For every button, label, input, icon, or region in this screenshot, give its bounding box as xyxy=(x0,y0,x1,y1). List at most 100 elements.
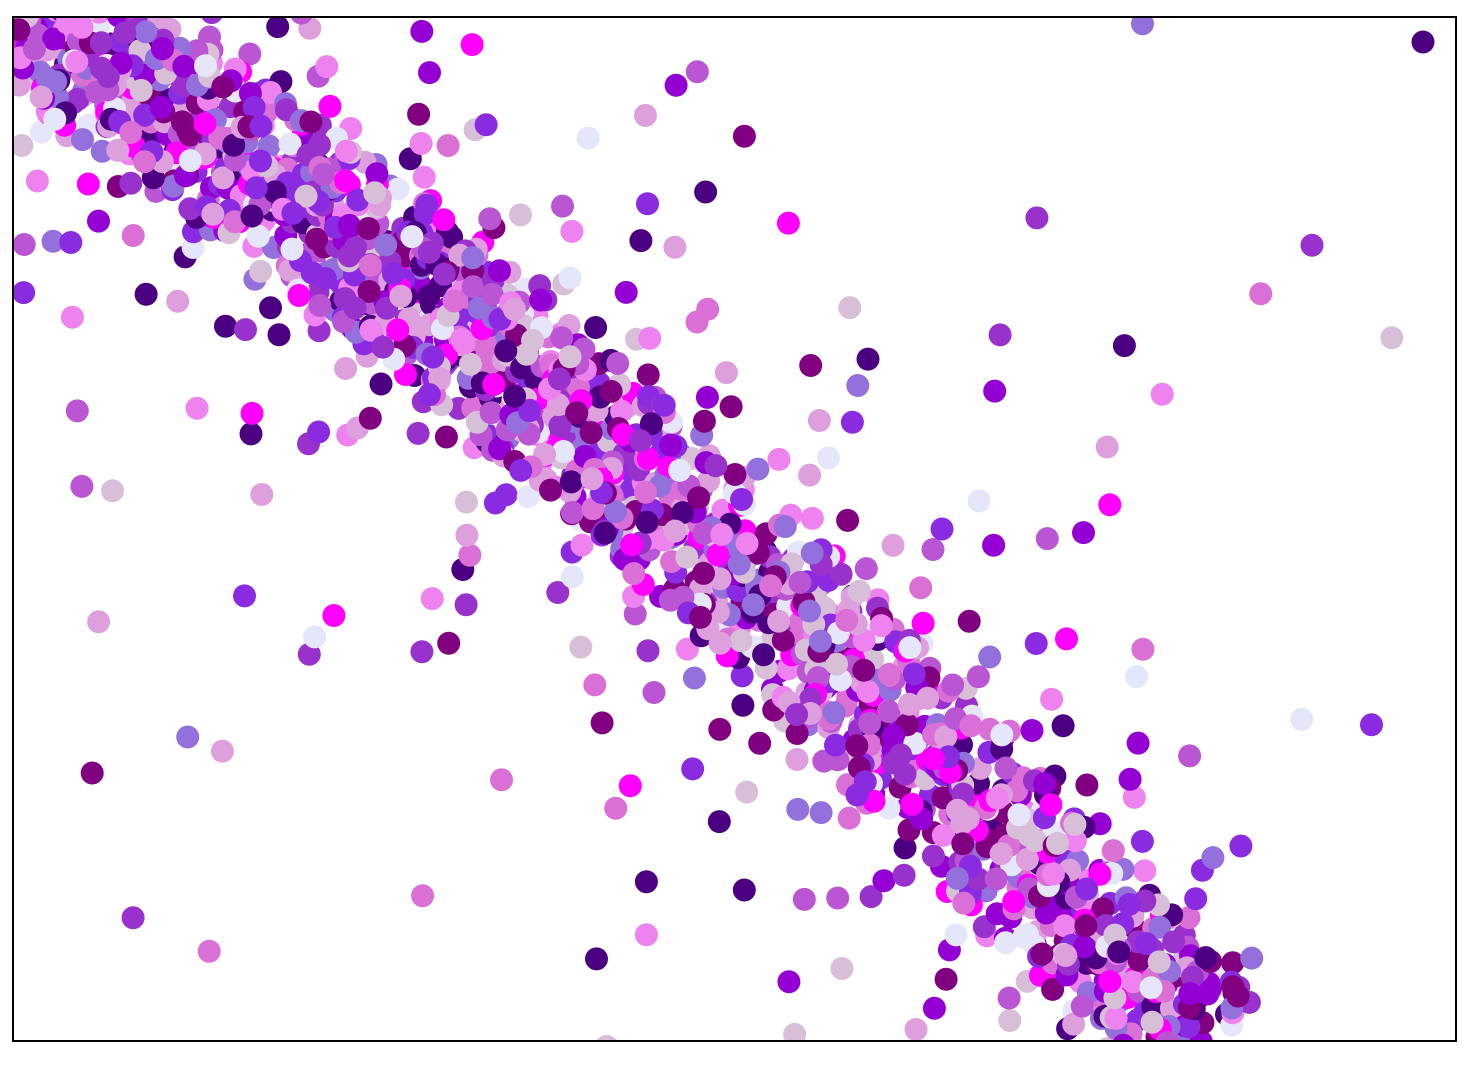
dot xyxy=(417,285,441,308)
dot xyxy=(585,947,608,971)
dot xyxy=(214,314,237,338)
dot xyxy=(244,176,268,200)
dot-pattern xyxy=(14,18,1435,1040)
dot xyxy=(931,823,955,847)
dot xyxy=(1041,977,1065,1001)
dot xyxy=(1024,829,1047,853)
dot xyxy=(634,923,658,947)
dot xyxy=(911,611,935,635)
dot xyxy=(732,878,756,902)
dot xyxy=(1139,976,1163,1000)
dot xyxy=(798,463,822,487)
dot xyxy=(606,351,630,375)
dot xyxy=(503,384,527,408)
dot xyxy=(550,326,574,350)
dot xyxy=(708,631,732,655)
dot xyxy=(846,374,870,397)
dot xyxy=(428,366,452,390)
dot xyxy=(411,884,435,908)
dot xyxy=(548,414,572,438)
dot xyxy=(239,422,263,446)
dot xyxy=(635,510,659,534)
dot xyxy=(1240,946,1264,970)
dot xyxy=(997,986,1021,1010)
dot xyxy=(281,201,305,225)
dot xyxy=(1126,731,1150,755)
dot xyxy=(994,931,1018,955)
dot xyxy=(488,259,511,283)
dot xyxy=(478,207,502,231)
dot xyxy=(170,110,194,134)
dot xyxy=(1063,813,1087,836)
dot xyxy=(365,162,389,186)
dot xyxy=(809,801,833,825)
dot xyxy=(259,296,282,320)
dot xyxy=(87,209,110,233)
dot xyxy=(785,722,809,745)
dot xyxy=(881,533,905,557)
dot xyxy=(1024,632,1048,655)
dot xyxy=(952,891,976,915)
dot xyxy=(518,399,541,423)
dot xyxy=(14,18,31,42)
dot xyxy=(1194,946,1218,970)
dot xyxy=(835,608,859,632)
dot xyxy=(234,318,257,342)
dot xyxy=(176,725,200,749)
dot xyxy=(432,208,456,232)
dot xyxy=(249,114,273,138)
dot xyxy=(1040,687,1064,711)
dot xyxy=(663,519,687,543)
dot xyxy=(357,280,381,303)
dot xyxy=(707,810,731,834)
dot xyxy=(119,171,143,195)
dot xyxy=(848,579,871,603)
dot xyxy=(859,885,883,909)
dot xyxy=(386,177,410,201)
dot xyxy=(294,184,318,208)
dot xyxy=(22,37,46,61)
dot xyxy=(1046,831,1069,855)
dot xyxy=(579,421,603,445)
dot xyxy=(853,770,877,794)
dot xyxy=(461,275,485,299)
dot xyxy=(101,479,124,503)
dot xyxy=(356,217,380,240)
dot xyxy=(945,866,969,890)
dot xyxy=(25,169,49,193)
dot xyxy=(584,316,608,339)
dot xyxy=(210,739,234,763)
dot xyxy=(359,318,383,342)
dot xyxy=(723,463,747,486)
dot xyxy=(371,335,395,359)
dot xyxy=(941,673,965,697)
dot xyxy=(490,768,513,792)
dot xyxy=(558,266,582,290)
dot xyxy=(636,447,660,471)
dot xyxy=(636,363,660,387)
dot xyxy=(410,640,434,664)
dot xyxy=(692,409,716,433)
dot xyxy=(417,240,441,264)
dot xyxy=(856,680,880,703)
dot xyxy=(305,227,328,251)
dot xyxy=(622,562,646,586)
dot xyxy=(800,506,824,530)
dot xyxy=(1035,527,1059,551)
dot xyxy=(240,401,264,425)
dot xyxy=(1300,233,1324,257)
dot xyxy=(634,103,657,127)
dot xyxy=(1360,713,1383,737)
dot xyxy=(1178,744,1202,768)
dot xyxy=(400,225,424,249)
dot xyxy=(278,132,302,156)
dot xyxy=(178,149,202,173)
dot xyxy=(663,235,687,259)
dot xyxy=(652,393,676,417)
dot xyxy=(731,693,755,717)
dot xyxy=(1148,915,1172,939)
dot xyxy=(618,774,642,798)
dot xyxy=(89,31,113,55)
dot xyxy=(785,703,809,726)
dot xyxy=(558,345,582,369)
